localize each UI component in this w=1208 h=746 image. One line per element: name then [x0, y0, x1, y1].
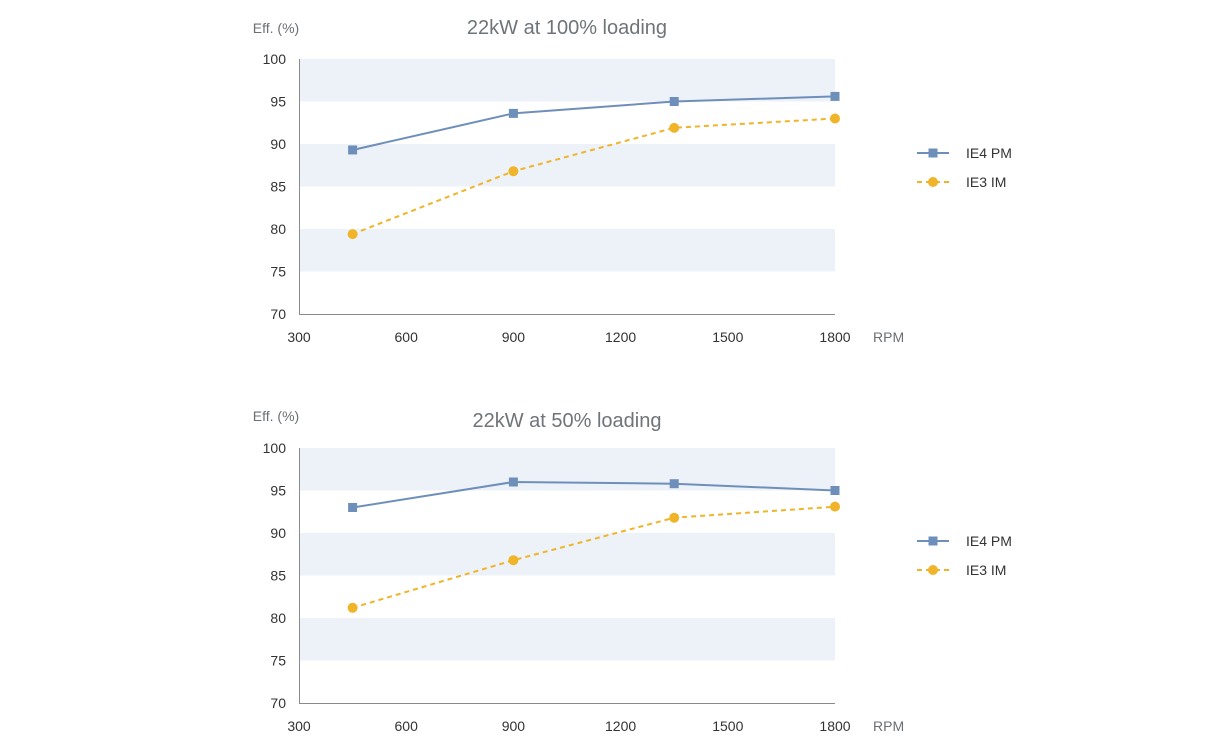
y-tick-label: 85: [270, 568, 286, 584]
legend-marker-square: [928, 148, 938, 158]
data-point-ie3-im: [830, 113, 840, 124]
series-line-ie4-pm: [352, 480, 836, 509]
x-tick-label: 900: [502, 329, 526, 345]
legend-label: IE3 IM: [966, 174, 1006, 190]
data-point-ie4-pm: [348, 503, 358, 512]
x-tick-label: 1500: [712, 329, 743, 345]
x-tick-label: 1500: [712, 718, 743, 734]
y-tick-label: 85: [270, 179, 286, 195]
data-point-ie4-pm: [669, 97, 679, 106]
y-axis-label: Eff. (%): [253, 20, 299, 36]
data-point-ie3-im: [669, 122, 680, 133]
x-tick-label: 1200: [605, 329, 636, 345]
y-axis-label: Eff. (%): [253, 408, 299, 424]
y-tick-label: 90: [270, 525, 286, 541]
legend-marker-circle: [928, 565, 938, 575]
y-tick-label: 100: [263, 51, 287, 67]
grid-band: [299, 229, 835, 272]
chart-50-percent-loading: 22kW at 50% loading Eff. (%) 100 95 90 85 80 75…: [253, 408, 1012, 734]
data-point-ie4-pm: [508, 108, 518, 118]
legend-label: IE4 PM: [966, 145, 1012, 161]
y-tick-label: 100: [263, 440, 287, 456]
x-tick-label: 1800: [819, 329, 850, 345]
data-point-ie4-pm: [669, 479, 679, 489]
data-point-ie3-im: [669, 512, 680, 523]
legend-label: IE3 IM: [966, 562, 1006, 578]
series-line-ie3-im: [352, 505, 836, 609]
x-axis-label: RPM: [873, 718, 904, 734]
x-tick-label: 300: [287, 718, 311, 734]
x-tick-label: 300: [287, 329, 311, 345]
data-point-ie3-im: [830, 501, 840, 512]
data-point-ie4-pm: [508, 477, 518, 487]
y-tick-label: 80: [270, 221, 286, 237]
grid-band: [299, 59, 835, 102]
series-line-ie4-pm: [352, 95, 836, 151]
data-point-ie3-im: [508, 555, 519, 566]
data-point-ie4-pm: [830, 91, 840, 101]
data-point-ie4-pm: [830, 486, 840, 495]
y-tick-label: 75: [270, 653, 286, 669]
data-point-ie3-im: [508, 166, 519, 177]
y-tick-label: 80: [270, 610, 286, 626]
series-line-ie3-im: [352, 117, 836, 236]
x-tick-label: 600: [395, 329, 419, 345]
grid-band: [299, 448, 835, 491]
x-tick-label: 1800: [819, 718, 850, 734]
y-tick-label: 90: [270, 136, 286, 152]
grid-band: [299, 618, 835, 661]
data-point-ie3-im: [347, 602, 358, 613]
x-tick-label: 600: [395, 718, 419, 734]
data-point-ie4-pm: [348, 145, 358, 155]
y-tick-label: 95: [270, 94, 286, 110]
x-tick-label: 1200: [605, 718, 636, 734]
grid-band: [299, 144, 835, 187]
x-axis-label: RPM: [873, 329, 904, 345]
x-tick-label: 900: [502, 718, 526, 734]
grid-band: [299, 533, 835, 576]
y-tick-label: 70: [270, 695, 286, 711]
chart-100-percent-loading: 22kW at 100% loading Eff. (%) 100 95 90 85 80 7…: [253, 17, 1012, 345]
chart-title: 22kW at 100% loading: [467, 17, 667, 39]
legend-marker-square: [928, 536, 938, 546]
legend-marker-circle: [928, 177, 938, 187]
chart-title: 22kW at 50% loading: [472, 410, 661, 432]
data-point-ie3-im: [347, 229, 358, 240]
y-tick-label: 95: [270, 483, 286, 499]
legend-label: IE4 PM: [966, 533, 1012, 549]
y-tick-label: 75: [270, 264, 286, 280]
y-tick-label: 70: [270, 306, 286, 322]
